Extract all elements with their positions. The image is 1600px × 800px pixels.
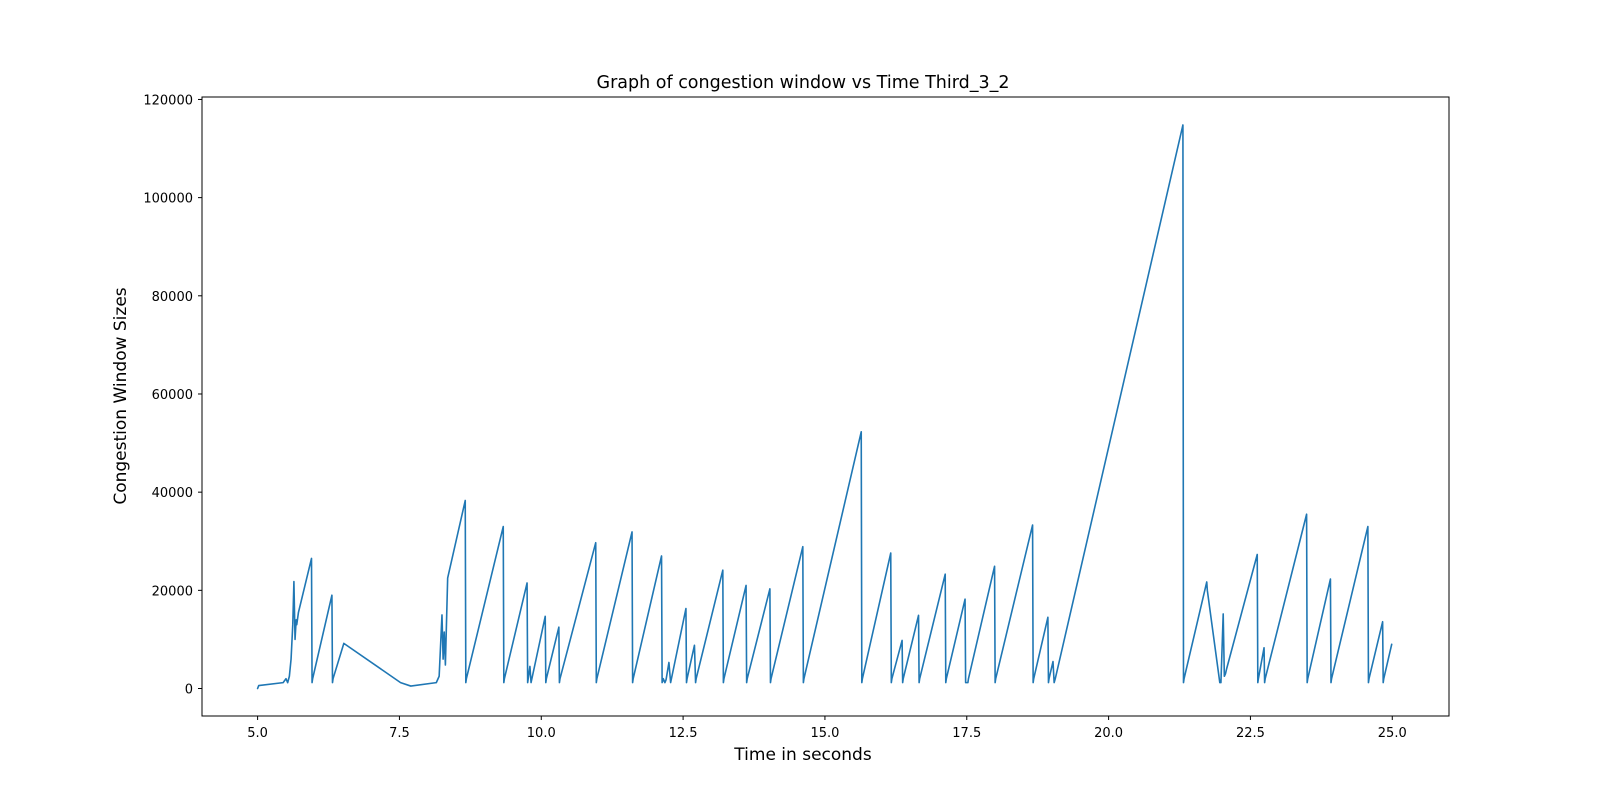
series-line-0: [256, 124, 1393, 690]
x-tick-label-5: 17.5: [952, 726, 981, 741]
x-tick-label-3: 12.5: [669, 726, 698, 741]
x-tick-label-1: 7.5: [389, 726, 410, 741]
y-tick-label-4: 80000: [152, 290, 193, 305]
x-axis-title: Time in seconds: [733, 745, 872, 765]
y-tick-label-0: 0: [185, 683, 193, 698]
y-tick-label-3: 60000: [152, 388, 193, 403]
x-tick-label-8: 25.0: [1378, 726, 1407, 741]
x-tick-label-7: 22.5: [1236, 726, 1265, 741]
y-tick-label-5: 100000: [143, 192, 193, 207]
y-tick-label-1: 20000: [152, 584, 193, 599]
chart-title: Graph of congestion window vs Time Third…: [597, 73, 1010, 93]
plot-frame: [201, 96, 1450, 717]
y-tick-label-2: 40000: [152, 486, 193, 501]
plot-area: 5.0 7.5 10.0 12.5 15.0 17.5 20.0 22.5 25.0 0 20000…: [143, 93, 1450, 741]
x-tick-label-6: 20.0: [1094, 726, 1123, 741]
x-tick-label-2: 10.0: [527, 726, 556, 741]
x-tick-label-0: 5.0: [247, 726, 268, 741]
x-tick-label-4: 15.0: [810, 726, 839, 741]
y-tick-label-6: 120000: [143, 93, 193, 108]
y-axis-title: Congestion Window Sizes: [111, 287, 131, 504]
